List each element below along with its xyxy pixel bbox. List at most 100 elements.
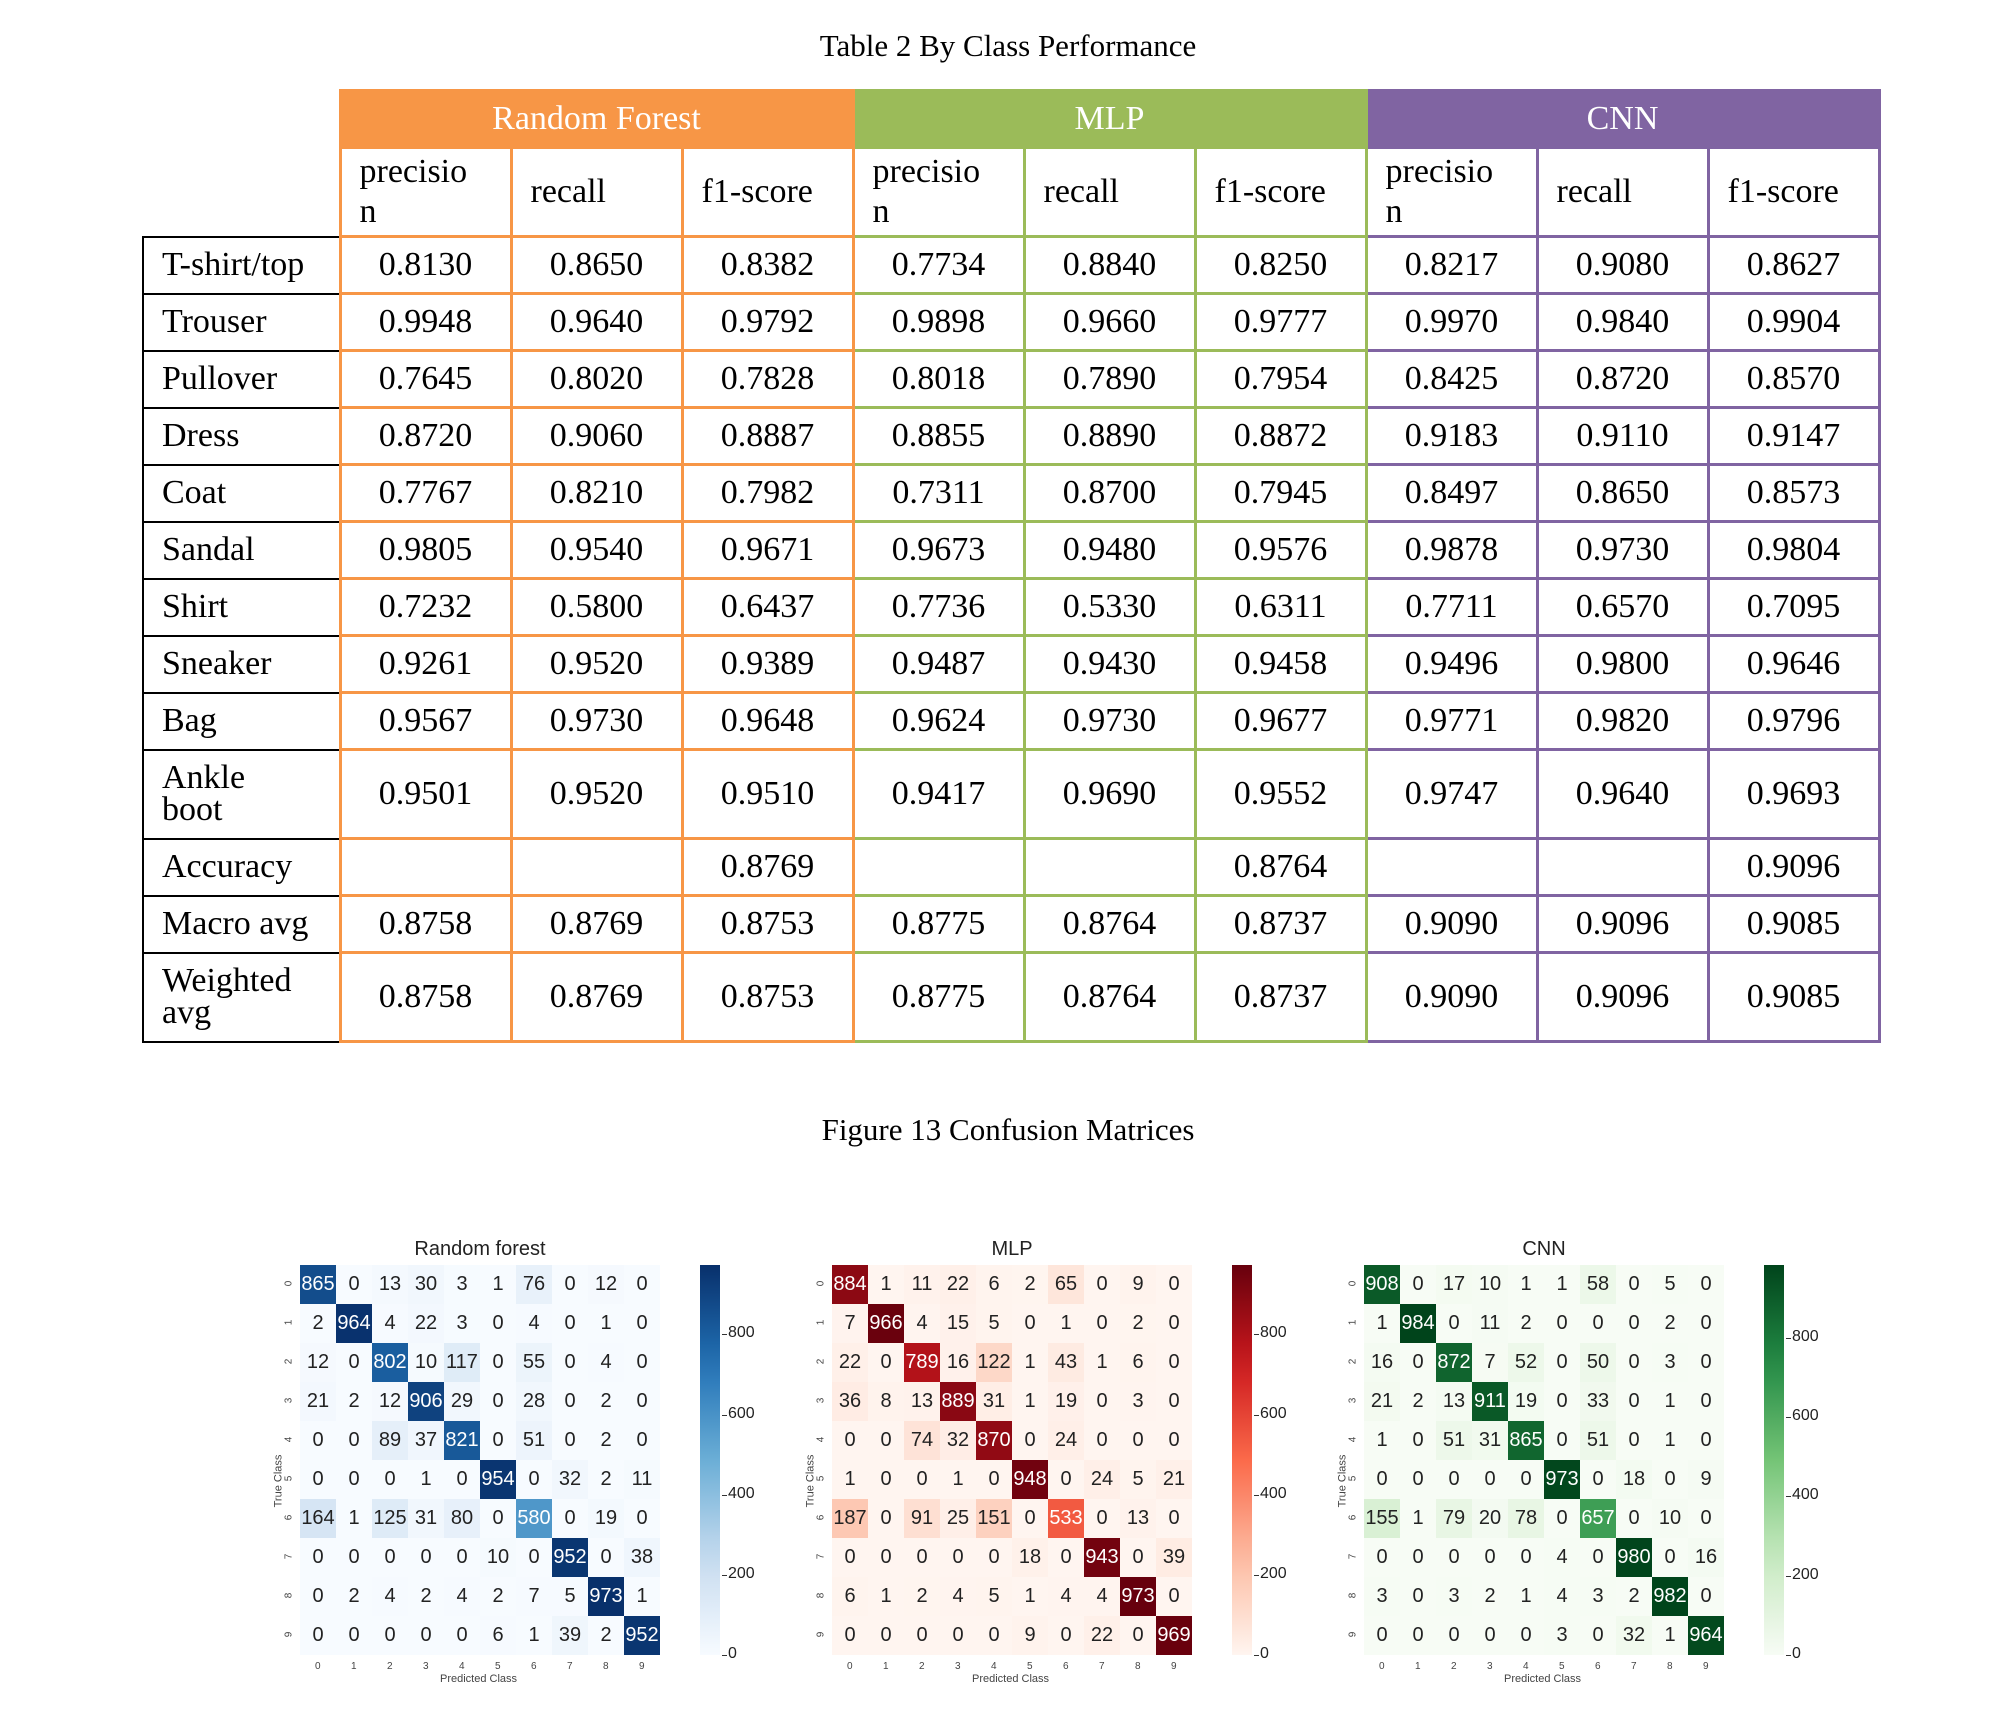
heatmap-cell: 0 <box>1616 1304 1652 1343</box>
y-tick-label: 5 <box>815 1475 827 1482</box>
table-cell: 0.8737 <box>1193 894 1368 954</box>
table-cell: 0.9646 <box>1706 634 1881 694</box>
heatmap-grid: 908 0 17 10 1 1 58 0 5 0 1 984 0 11 2 0 0 0 2 0 16 0 872 7 52 0 50… <box>1364 1265 1724 1655</box>
heatmap-cell: 0 <box>832 1421 868 1460</box>
heatmap-cell: 0 <box>624 1382 660 1421</box>
colorbar-tick-label: 0 <box>1254 1645 1269 1662</box>
heatmap-cell: 4 <box>372 1304 408 1343</box>
heatmap-cell: 0 <box>444 1460 480 1499</box>
heatmap-cell: 13 <box>1436 1382 1472 1421</box>
heatmap-cell: 1 <box>868 1265 904 1304</box>
table-cell: 0.9458 <box>1193 634 1368 694</box>
table-cell: 0.8887 <box>680 406 855 466</box>
heatmap-cell: 0 <box>1616 1265 1652 1304</box>
table-cell: 0.9183 <box>1364 406 1539 466</box>
heatmap-cell: 76 <box>516 1265 552 1304</box>
heatmap-cell: 2 <box>588 1616 624 1655</box>
heatmap-cell: 51 <box>1436 1421 1472 1460</box>
row-label: Shirt <box>142 577 341 637</box>
table-cell: 0.8497 <box>1364 463 1539 523</box>
row-label: Sandal <box>142 520 341 580</box>
x-tick-label: 2 <box>919 1661 925 1672</box>
heatmap-cell: 0 <box>1544 1421 1580 1460</box>
heatmap-cell: 0 <box>976 1616 1012 1655</box>
heatmap-cell: 0 <box>1012 1499 1048 1538</box>
heatmap-cell: 6 <box>480 1616 516 1655</box>
table-cell: 0.9673 <box>851 520 1026 580</box>
table-row: T-shirt/top 0.8130 0.8650 0.8382 0.7734 0.884… <box>142 235 1881 295</box>
heatmap-cell: 0 <box>1156 1382 1192 1421</box>
heatmap-cell: 982 <box>1652 1577 1688 1616</box>
heatmap-cell: 0 <box>336 1343 372 1382</box>
table-cell: 0.9800 <box>1535 634 1710 694</box>
heatmap-cell: 6 <box>832 1577 868 1616</box>
heatmap-cell: 19 <box>1508 1382 1544 1421</box>
heatmap-cell: 0 <box>940 1616 976 1655</box>
heatmap-cell: 533 <box>1048 1499 1084 1538</box>
table-cell: 0.9496 <box>1364 634 1539 694</box>
heatmap-cell: 10 <box>1652 1499 1688 1538</box>
heatmap-cell: 5 <box>552 1577 588 1616</box>
heatmap-cell: 0 <box>552 1343 588 1382</box>
colorbar <box>700 1265 720 1655</box>
row-label: Bag <box>142 691 341 751</box>
heatmap-cell: 32 <box>1616 1616 1652 1655</box>
table-cell: 0.8700 <box>1022 463 1197 523</box>
heatmap-cell: 65 <box>1048 1265 1084 1304</box>
heatmap-cell: 22 <box>1084 1616 1120 1655</box>
table-cell <box>1022 837 1197 897</box>
heatmap-cell: 2 <box>588 1421 624 1460</box>
heatmap-cell: 0 <box>868 1616 904 1655</box>
heatmap-cell: 954 <box>480 1460 516 1499</box>
heatmap-cell: 1 <box>1544 1265 1580 1304</box>
row-label: Dress <box>142 406 341 466</box>
table-cell: 0.6570 <box>1535 577 1710 637</box>
colorbar-tick-label: 600 <box>1254 1404 1287 1422</box>
heatmap-cell: 0 <box>1580 1460 1616 1499</box>
x-tick-label: 2 <box>387 1661 393 1672</box>
heatmap-cell: 948 <box>1012 1460 1048 1499</box>
heatmap-cell: 0 <box>1508 1460 1544 1499</box>
heatmap-cell: 1 <box>408 1460 444 1499</box>
heatmap-cell: 21 <box>1156 1460 1192 1499</box>
row-label: Accuracy <box>142 837 341 897</box>
colorbar <box>1764 1265 1784 1655</box>
heatmap-cell: 3 <box>1544 1616 1580 1655</box>
x-axis-label: Predicted Class <box>440 1673 518 1685</box>
heatmap-cell: 91 <box>904 1499 940 1538</box>
heatmap-cell: 0 <box>408 1538 444 1577</box>
row-label: Trouser <box>142 292 341 352</box>
class-performance-table: Random Forest MLP CNN precisio n recall f1-… <box>142 89 1881 1043</box>
heatmap-cell: 0 <box>516 1538 552 1577</box>
heatmap-cell: 0 <box>552 1421 588 1460</box>
heatmap-cell: 39 <box>1156 1538 1192 1577</box>
x-tick-label: 6 <box>1595 1661 1601 1672</box>
table-cell: 0.8720 <box>338 406 513 466</box>
table-cell <box>338 837 513 897</box>
table-cell: 0.9110 <box>1535 406 1710 466</box>
heatmap-cell: 0 <box>1120 1616 1156 1655</box>
heatmap-cell: 0 <box>1688 1499 1724 1538</box>
heatmap-cell: 0 <box>1436 1460 1472 1499</box>
heatmap-cell: 51 <box>516 1421 552 1460</box>
table-cell: 0.9730 <box>1535 520 1710 580</box>
heatmap-cell: 0 <box>1400 1265 1436 1304</box>
group-header-mlp: MLP <box>851 89 1368 149</box>
heatmap-cell: 0 <box>904 1616 940 1655</box>
heatmap-cell: 2 <box>1120 1304 1156 1343</box>
heatmap-cell: 31 <box>1472 1421 1508 1460</box>
heatmap-cell: 0 <box>1436 1616 1472 1655</box>
heatmap-cell: 0 <box>1580 1304 1616 1343</box>
heatmap-cell: 0 <box>624 1304 660 1343</box>
heatmap-cell: 2 <box>904 1577 940 1616</box>
table-row: Dress 0.8720 0.9060 0.8887 0.8855 0.8890 0.887… <box>142 406 1881 466</box>
y-tick-label: 2 <box>1347 1358 1359 1365</box>
heatmap-cell: 1 <box>1364 1304 1400 1343</box>
heatmap-cell: 0 <box>336 1460 372 1499</box>
table-cell: 0.9730 <box>509 691 684 751</box>
heatmap-cell: 0 <box>832 1616 868 1655</box>
table-cell: 0.8650 <box>509 235 684 295</box>
metric-header-rf-recall: recall <box>509 146 684 238</box>
heatmap-cell: 18 <box>1012 1538 1048 1577</box>
heatmap-cell: 0 <box>1084 1421 1120 1460</box>
